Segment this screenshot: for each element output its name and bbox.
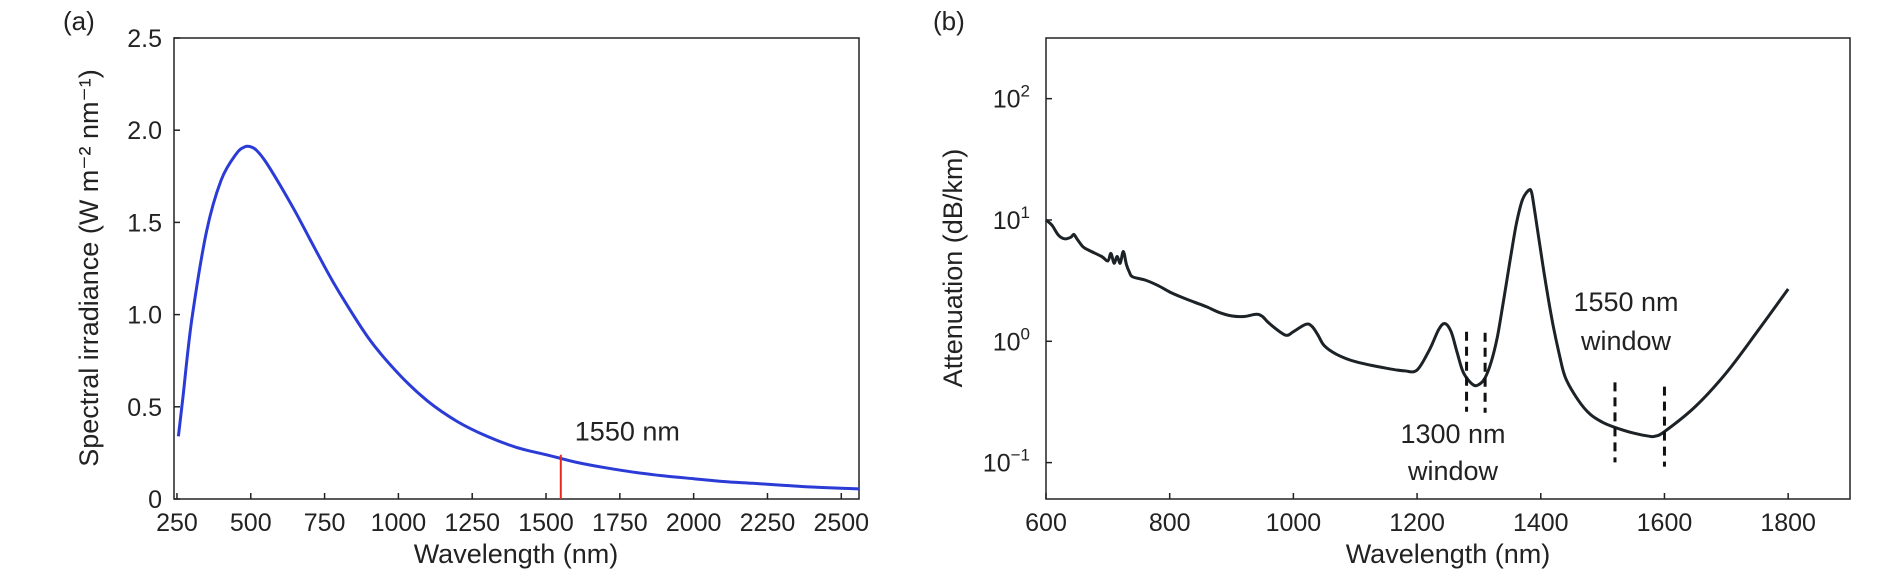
panel-b-x-ticks: 600 800 1000 1200 1400 1600 1800 bbox=[1025, 493, 1816, 537]
panel-b-x-tick-label: 800 bbox=[1149, 509, 1191, 537]
panel-a-x-tick-label: 500 bbox=[230, 509, 272, 537]
panel-b-plot-frame bbox=[1045, 37, 1851, 500]
panel-a-x-axis-label: Wavelength (nm) bbox=[414, 539, 619, 569]
panel-a-y-ticks: 0 0.5 1.0 1.5 2.0 2.5 bbox=[127, 25, 180, 514]
panel-a-label: (a) bbox=[63, 6, 95, 36]
panel-a-y-tick-label: 1.5 bbox=[127, 209, 162, 237]
panel-a-x-ticks: 250 500 750 1000 1250 1500 1750 2000 2250 2500 bbox=[156, 493, 869, 537]
panel-a-x-tick-label: 2250 bbox=[740, 509, 796, 537]
panel-a-plot-frame bbox=[173, 37, 860, 500]
panel-a: (a) 250 500 750 1000 1250 1500 1750 2000 2250 250… bbox=[63, 6, 869, 569]
panel-a-x-tick-label: 1500 bbox=[518, 509, 574, 537]
panel-b-1300nm-window-label: 1300 nm window bbox=[1400, 419, 1505, 486]
panel-b-y-tick-label: 100 bbox=[993, 324, 1030, 356]
panel-a-x-tick-label: 2000 bbox=[666, 509, 722, 537]
panel-a-x-tick-label: 1000 bbox=[371, 509, 427, 537]
panel-b-x-tick-label: 1400 bbox=[1513, 509, 1569, 537]
panel-a-x-tick-label: 250 bbox=[156, 509, 198, 537]
panel-b-x-tick-label: 600 bbox=[1025, 509, 1067, 537]
panel-b-label: (b) bbox=[933, 6, 965, 36]
panel-a-x-tick-label: 1250 bbox=[444, 509, 500, 537]
window-1550-line1: 1550 nm bbox=[1573, 287, 1678, 317]
panel-a-y-tick-label: 0.5 bbox=[127, 394, 162, 422]
panel-a-1550nm-label: 1550 nm bbox=[575, 417, 680, 447]
panel-b-y-tick-label: 102 bbox=[993, 82, 1030, 114]
panel-b-x-tick-label: 1200 bbox=[1389, 509, 1445, 537]
panel-a-x-tick-label: 1750 bbox=[592, 509, 648, 537]
panel-b-attenuation-curve bbox=[1044, 187, 1790, 439]
panel-a-y-tick-label: 0 bbox=[148, 486, 162, 514]
panel-a-x-tick-label: 750 bbox=[304, 509, 346, 537]
panel-b-y-ticks: 10−1 100 101 102 bbox=[983, 82, 1052, 478]
panel-b-x-axis-label: Wavelength (nm) bbox=[1346, 539, 1551, 569]
window-1300-line2: window bbox=[1407, 456, 1499, 486]
panel-a-irradiance-curve bbox=[176, 144, 860, 491]
panel-b-1550nm-window-label: 1550 nm window bbox=[1573, 287, 1678, 356]
panel-b-y-axis-label: Attenuation (dB/km) bbox=[938, 149, 968, 388]
window-1300-line1: 1300 nm bbox=[1400, 419, 1505, 449]
panel-b-y-tick-label: 101 bbox=[993, 203, 1030, 235]
panel-a-y-tick-label: 2.5 bbox=[127, 25, 162, 53]
panel-b-x-tick-label: 1600 bbox=[1637, 509, 1693, 537]
panel-b-window-markers bbox=[1465, 331, 1666, 467]
panel-b-x-tick-label: 1800 bbox=[1760, 509, 1816, 537]
panel-b-x-tick-label: 1000 bbox=[1266, 509, 1322, 537]
panel-b: (b) 600 800 1000 1200 1400 1600 1800 10−110010… bbox=[933, 6, 1851, 569]
panel-a-y-tick-label: 1.0 bbox=[127, 302, 162, 330]
window-1550-line2: window bbox=[1580, 326, 1672, 356]
panel-a-y-tick-label: 2.0 bbox=[127, 117, 162, 145]
panel-a-y-axis-label: Spectral irradiance (W m⁻² nm⁻¹) bbox=[74, 69, 104, 467]
panel-a-x-tick-label: 2500 bbox=[813, 509, 869, 537]
panel-b-y-tick-label: 10−1 bbox=[983, 446, 1030, 478]
